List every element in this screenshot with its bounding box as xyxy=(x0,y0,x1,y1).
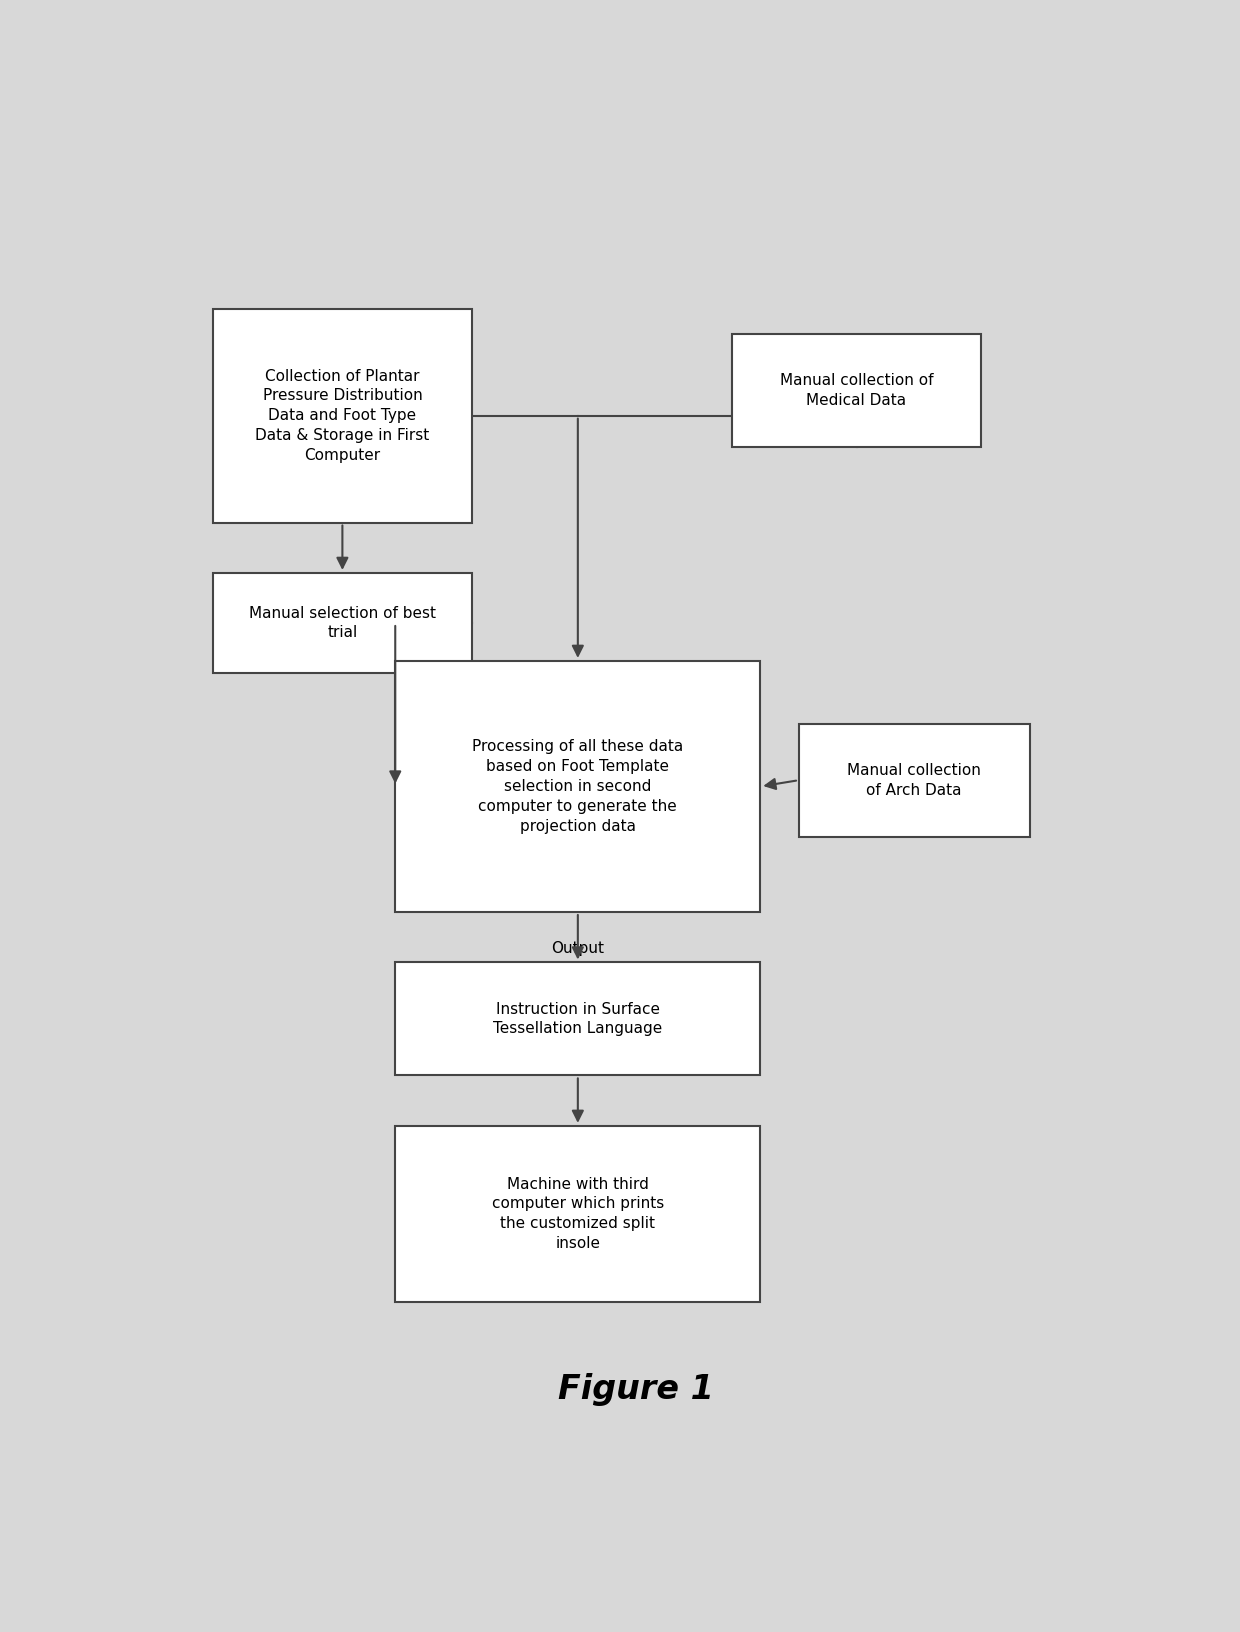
Text: Manual selection of best
trial: Manual selection of best trial xyxy=(249,605,436,640)
Text: Figure 1: Figure 1 xyxy=(558,1373,713,1407)
Text: Output: Output xyxy=(552,942,604,956)
Text: Machine with third
computer which prints
the customized split
insole: Machine with third computer which prints… xyxy=(492,1177,663,1250)
Bar xyxy=(213,573,472,674)
Bar xyxy=(213,308,472,522)
Text: Processing of all these data
based on Foot Template
selection in second
computer: Processing of all these data based on Fo… xyxy=(472,739,683,834)
Bar xyxy=(732,335,982,447)
Bar xyxy=(799,723,1029,837)
Text: Collection of Plantar
Pressure Distribution
Data and Foot Type
Data & Storage in: Collection of Plantar Pressure Distribut… xyxy=(255,369,429,463)
Text: Manual collection of
Medical Data: Manual collection of Medical Data xyxy=(780,374,934,408)
Text: Instruction in Surface
Tessellation Language: Instruction in Surface Tessellation Lang… xyxy=(494,1002,662,1036)
Bar xyxy=(396,1126,760,1302)
Text: Manual collection
of Arch Data: Manual collection of Arch Data xyxy=(847,762,981,798)
Bar xyxy=(396,963,760,1075)
Bar xyxy=(396,661,760,912)
